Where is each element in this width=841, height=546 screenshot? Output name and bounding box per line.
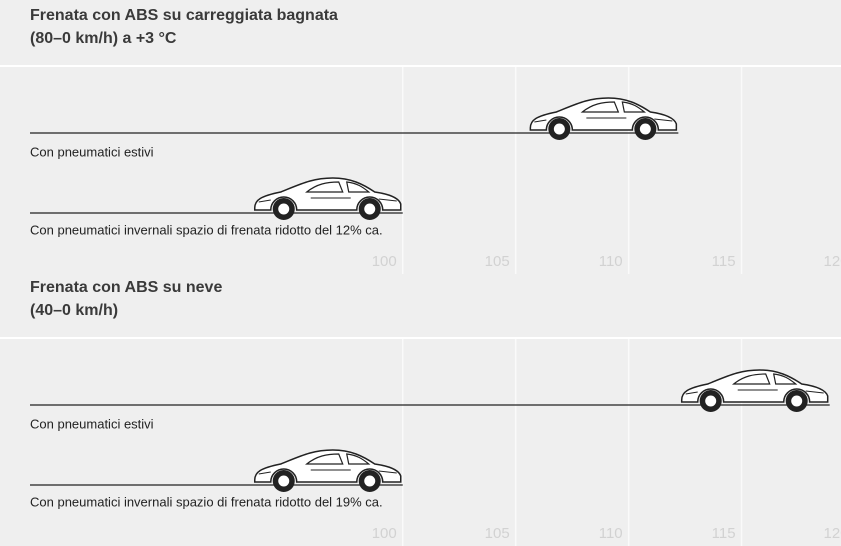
page: {"chart_data": [ {"type": "bar", "orient…	[0, 0, 841, 546]
car-icon	[530, 98, 676, 140]
panel-title: (80–0 km/h) a +3 °C	[30, 30, 177, 47]
x-tick-label: 100	[372, 253, 397, 270]
x-tick-label: 100	[372, 525, 397, 542]
x-tick-label: 110	[599, 253, 623, 270]
x-tick-label: 120	[824, 253, 841, 270]
x-tick-label: 110	[599, 525, 623, 542]
category-label: Con pneumatici estivi	[30, 144, 154, 159]
panel-title: Frenata con ABS su neve	[30, 279, 222, 296]
car-icon	[255, 450, 401, 492]
x-tick-label: 120	[824, 525, 841, 542]
panel-title: Frenata con ABS su carreggiata bagnata	[30, 7, 338, 24]
car-icon	[682, 370, 828, 412]
category-label: Con pneumatici invernali spazio di frena…	[30, 222, 383, 237]
x-tick-label: 105	[485, 525, 510, 542]
category-label: Con pneumatici estivi	[30, 416, 154, 431]
chart: Frenata con ABS su carreggiata bagnata (8…	[0, 0, 841, 546]
panel-title: (40–0 km/h)	[30, 302, 118, 319]
x-tick-label: 115	[712, 525, 736, 542]
x-tick-label: 115	[712, 253, 736, 270]
car-icon	[255, 178, 401, 220]
x-tick-label: 105	[485, 253, 510, 270]
category-label: Con pneumatici invernali spazio di frena…	[30, 494, 383, 509]
